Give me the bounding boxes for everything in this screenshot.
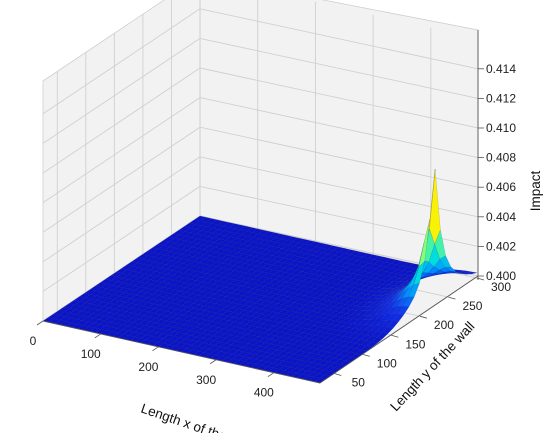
z-tick-label: 0.414	[486, 62, 516, 76]
surface-cell	[434, 229, 446, 260]
x-axis-label: Length x of the wall	[139, 401, 254, 433]
z-tick-label: 0.400	[486, 269, 516, 283]
y-tick-mark	[476, 277, 485, 281]
grid-z-back	[199, 97, 479, 159]
grid-z-left	[42, 97, 201, 203]
surface-cell	[392, 313, 405, 322]
surface-cell	[450, 271, 462, 274]
x-tick-label: 400	[254, 386, 274, 400]
x-tick-label: 200	[138, 360, 158, 374]
impact-surface	[42, 168, 478, 384]
y-tick-label: 200	[434, 318, 454, 332]
x-tick-label: 0	[30, 334, 37, 348]
x-tick-mark	[36, 320, 44, 326]
surface-cell	[366, 341, 379, 348]
x-tick-mark	[209, 359, 217, 365]
y-tick-mark	[362, 353, 370, 357]
x-tick-label: 100	[81, 347, 101, 361]
y-axis-line	[319, 275, 479, 384]
surface-cell	[429, 168, 441, 245]
x-axis-ticks: 0 100 200 300 400	[30, 320, 275, 400]
grid-z-left	[42, 38, 201, 144]
grid-z-left	[42, 67, 201, 174]
grid-z-back	[199, 126, 479, 188]
y-tick-label: 50	[352, 375, 366, 389]
grid-z-left	[42, 126, 201, 233]
grid-z-back	[199, 8, 479, 70]
z-tick-label: 0.412	[486, 91, 516, 105]
y-tick-mark	[334, 373, 342, 376]
z-tick-label: 0.404	[486, 210, 516, 224]
z-axis-label: Impact	[528, 170, 543, 211]
y-tick-mark	[448, 296, 456, 300]
y-tick-label: 100	[377, 356, 397, 370]
x-tick-mark	[152, 346, 159, 352]
y-tick-mark	[391, 334, 399, 338]
y-tick-label: 300	[491, 280, 511, 294]
grid-z-left	[42, 186, 201, 292]
x-tick-mark	[94, 333, 101, 339]
z-tick-label: 0.408	[486, 151, 516, 165]
z-tick-label: 0.402	[486, 239, 516, 253]
z-axis-ticks: 0.400 0.402 0.404 0.406 0.408 0.410 0.412 0.414	[478, 62, 516, 283]
surface-cell	[413, 260, 426, 285]
grid-z-left	[42, 156, 201, 263]
surface-cell	[387, 320, 399, 329]
grid-z-back	[199, 37, 479, 99]
x-tick-label: 300	[196, 373, 216, 387]
y-axis-label: Length y of the wall	[387, 319, 477, 414]
y-tick-label: 150	[405, 337, 425, 351]
y-axis-ticks: 50 100 150 200 250 300	[334, 277, 511, 389]
grid-z-back	[199, 67, 479, 129]
y-tick-mark	[419, 315, 428, 319]
grid-z-left	[42, 8, 201, 115]
x-tick-mark	[267, 372, 275, 377]
surface-cell	[460, 272, 472, 275]
z-tick-label: 0.410	[486, 121, 516, 135]
z-tick-label: 0.406	[486, 180, 516, 194]
y-tick-label: 250	[462, 299, 482, 313]
surface-cell	[465, 271, 478, 275]
